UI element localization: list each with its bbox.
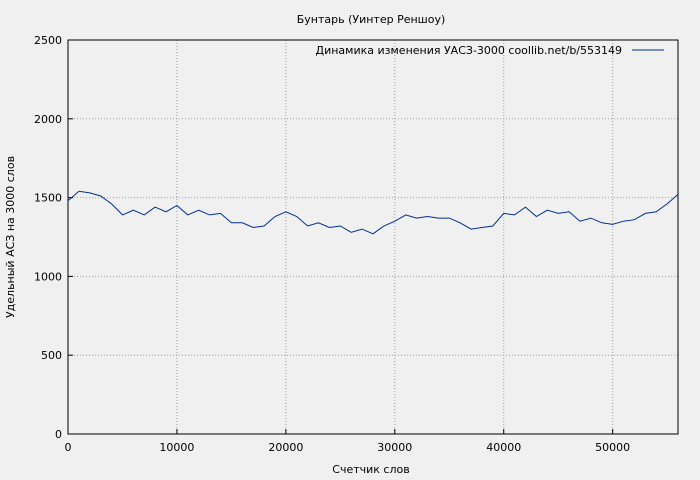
legend-label: Динамика изменения УАСЗ-3000 coollib.net… [316, 44, 623, 57]
x-tick-label: 30000 [377, 441, 412, 454]
y-tick-label: 2500 [34, 34, 62, 47]
grid [68, 40, 678, 434]
y-tick-label: 1500 [34, 192, 62, 205]
y-tick-label: 1000 [34, 270, 62, 283]
x-tick-label: 0 [65, 441, 72, 454]
plot-frame [67, 39, 679, 435]
series-group [67, 190, 679, 235]
series-line [67, 190, 679, 235]
y-tick-label: 2000 [34, 113, 62, 126]
chart-title: Бунтарь (Уинтер Реншоу) [297, 13, 446, 26]
x-tick-label: 10000 [159, 441, 194, 454]
x-tick-label: 20000 [268, 441, 303, 454]
y-tick-label: 500 [41, 349, 62, 362]
axis-ticks: 0 10000 20000 30000 40000 50000 0 500 1000 1500 20… [34, 34, 630, 454]
legend: Динамика изменения УАСЗ-3000 coollib.net… [316, 44, 664, 57]
x-tick-label: 40000 [486, 441, 521, 454]
x-axis-title: Счетчик слов [332, 463, 409, 476]
y-tick-label: 0 [55, 428, 62, 441]
y-axis-title: Удельный АСЗ на 3000 слов [4, 156, 17, 318]
x-tick-label: 50000 [595, 441, 630, 454]
